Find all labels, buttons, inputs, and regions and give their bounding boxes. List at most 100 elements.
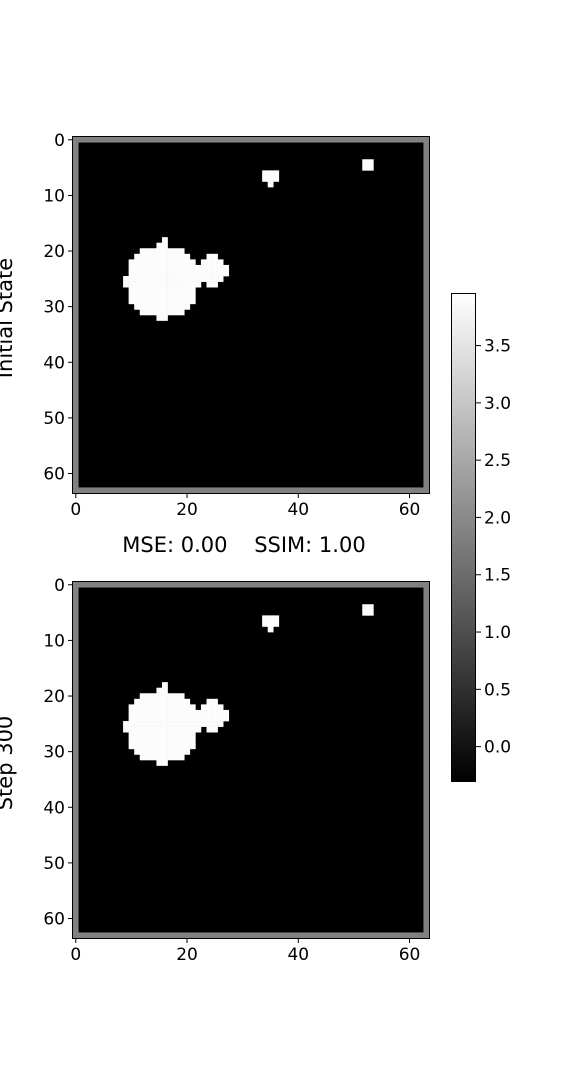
heatmap-cell	[139, 709, 146, 716]
heatmap-cell	[178, 737, 185, 744]
heatmap-cell	[156, 276, 163, 282]
heatmap-cell	[145, 253, 152, 260]
heatmap-cell	[173, 743, 179, 750]
heatmap-cell	[178, 287, 185, 294]
heatmap-cell	[206, 264, 213, 271]
heatmap-cell	[223, 264, 230, 271]
heatmap-cell	[206, 253, 213, 260]
heatmap-cell	[128, 732, 135, 739]
heatmap-cell	[206, 259, 213, 266]
heatmap-cell	[162, 721, 168, 727]
heatmap-cell	[156, 292, 163, 299]
heatmap-cell	[156, 315, 163, 321]
heatmap-cell	[206, 726, 213, 733]
y-tick-label: 30	[43, 298, 65, 318]
heatmap-cell	[206, 704, 213, 711]
heatmap-cell	[178, 721, 185, 727]
heatmap-cell	[128, 292, 135, 299]
heatmap-cell	[189, 287, 196, 294]
heatmap-cell	[212, 281, 218, 288]
heatmap-cell	[189, 726, 196, 733]
heatmap-cell	[212, 715, 218, 722]
colorbar-tick-label: 1.0	[484, 623, 511, 643]
heatmap-cell	[262, 615, 268, 622]
heatmap-cell	[139, 264, 146, 271]
heatmap-cell	[200, 270, 207, 277]
axes-frame	[72, 581, 430, 939]
heatmap-cell	[162, 743, 168, 750]
x-tick-label: 60	[399, 945, 421, 965]
heatmap-cell	[128, 264, 135, 271]
heatmap-cell	[162, 253, 168, 260]
heatmap-cell	[150, 270, 157, 277]
heatmap-cell	[173, 309, 179, 316]
colorbar-tick-label: 2.5	[484, 451, 511, 471]
heatmap-cell	[195, 715, 202, 722]
heatmap-cell	[150, 709, 157, 716]
heatmap-cell	[167, 721, 174, 727]
heatmap-cell	[267, 170, 274, 177]
heatmap-cell	[212, 270, 218, 277]
heatmap-cells	[73, 582, 429, 938]
heatmap-cell	[173, 704, 179, 711]
heatmap-cell	[150, 248, 157, 255]
heatmap-cell	[162, 237, 168, 243]
heatmap-cell	[156, 264, 163, 271]
heatmap-cell	[267, 626, 274, 633]
heatmap-cell	[156, 726, 163, 733]
colorbar-tick-label: 0.5	[484, 680, 511, 700]
heatmap-cell	[173, 693, 179, 700]
heatmap-cell	[162, 292, 168, 299]
heatmap-cell	[139, 726, 146, 733]
chart-title: MSE: 0.00 SSIM: 1.00	[122, 533, 365, 557]
heatmap-cell	[162, 704, 168, 711]
heatmap-cell	[189, 270, 196, 277]
heatmap-cell	[184, 726, 191, 733]
heatmap-cell	[195, 270, 202, 277]
x-tick-label: 40	[287, 945, 309, 965]
heatmap-cell	[162, 748, 168, 755]
y-tick-label: 50	[43, 854, 65, 874]
heatmap-cell	[189, 704, 196, 711]
heatmap-cell	[139, 298, 146, 305]
heatmap-cell	[156, 242, 163, 249]
heatmap-cell	[134, 698, 141, 705]
heatmap-cell	[178, 276, 185, 282]
heatmap-cell	[167, 259, 174, 266]
heatmap-cell	[162, 693, 168, 700]
heatmap-cell	[156, 248, 163, 255]
heatmap-cell	[162, 754, 168, 761]
heatmap-cell	[184, 743, 191, 750]
heatmap-cell	[178, 248, 185, 255]
heatmap-cell	[156, 754, 163, 761]
heatmap-cell	[150, 693, 157, 700]
heatmap-cell	[167, 709, 174, 716]
heatmap-cell	[145, 754, 152, 761]
heatmap-cell	[367, 609, 374, 616]
heatmap-cell	[167, 281, 174, 288]
heatmap-cell	[162, 248, 168, 255]
heatmap-cell	[145, 287, 152, 294]
heatmap-cell	[145, 704, 152, 711]
heatmap-cell	[195, 726, 202, 733]
heatmap-cell	[267, 175, 274, 182]
heatmap-cell	[362, 164, 369, 171]
heatmap-cell	[128, 704, 135, 711]
heatmap-cell	[128, 709, 135, 716]
heatmap-cell	[273, 170, 280, 177]
heatmap-cell	[128, 259, 135, 266]
heatmap-cell	[217, 709, 224, 716]
heatmap-cell	[167, 704, 174, 711]
heatmap-cell	[178, 298, 185, 305]
y-ticks: 0 10 20 30 40 50 60	[43, 576, 73, 930]
heatmap-cell	[173, 698, 179, 705]
heatmap-cell	[173, 732, 179, 739]
heatmap-cell	[128, 298, 135, 305]
heatmap-cell	[178, 303, 185, 310]
heatmap-cell	[150, 264, 157, 271]
heatmap-cell	[156, 737, 163, 744]
heatmap-cell	[189, 732, 196, 739]
heatmap-cell	[134, 253, 141, 260]
heatmap-cell	[162, 309, 168, 316]
heatmap-cell	[139, 715, 146, 722]
